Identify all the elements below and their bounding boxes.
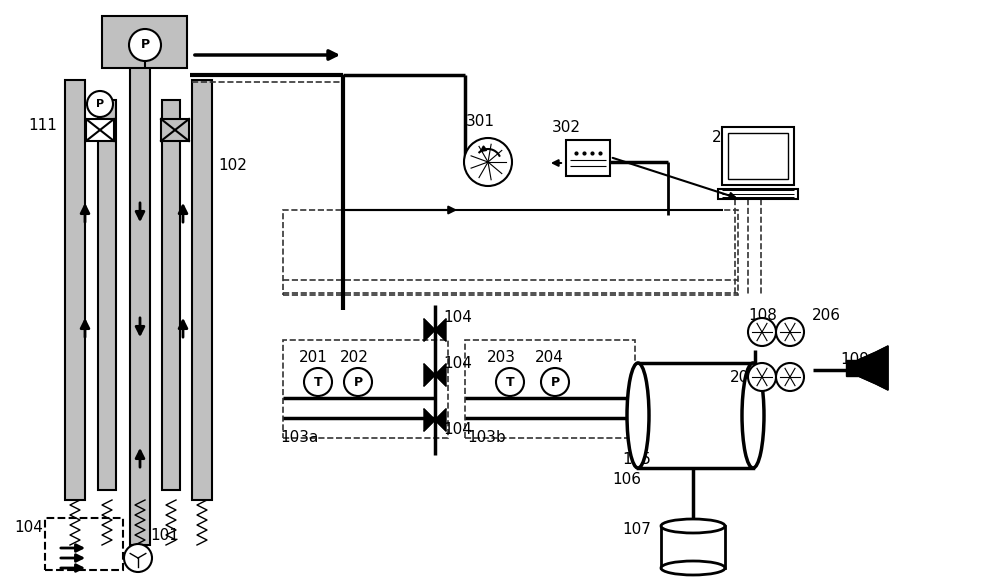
Circle shape [776, 318, 804, 346]
Circle shape [776, 363, 804, 391]
Polygon shape [435, 319, 446, 341]
Circle shape [87, 91, 113, 117]
Text: 107: 107 [622, 522, 651, 538]
Bar [65, 80, 85, 500]
Bar [102, 16, 187, 68]
Text: P: P [550, 375, 560, 388]
Polygon shape [424, 364, 435, 386]
Text: P: P [140, 38, 150, 51]
Text: 108: 108 [748, 308, 777, 324]
Text: 101: 101 [150, 528, 179, 543]
Bar [728, 133, 788, 179]
Text: 202: 202 [340, 350, 369, 366]
Text: 203: 203 [487, 350, 516, 366]
Text: 205: 205 [730, 371, 759, 385]
Text: 105: 105 [622, 452, 651, 468]
Circle shape [304, 368, 332, 396]
Ellipse shape [661, 561, 725, 575]
Polygon shape [424, 319, 435, 341]
Text: 201: 201 [299, 350, 328, 366]
Bar [638, 363, 753, 468]
Text: 206: 206 [812, 308, 841, 324]
Text: P: P [353, 375, 363, 388]
Text: 103b: 103b [467, 430, 506, 444]
Bar [846, 360, 858, 376]
Text: 111: 111 [28, 118, 57, 132]
Bar [161, 119, 189, 141]
Text: 104: 104 [14, 521, 43, 536]
Circle shape [129, 29, 161, 61]
Polygon shape [858, 346, 888, 390]
Text: T: T [506, 375, 514, 388]
Text: 103a: 103a [280, 430, 318, 444]
Text: 110: 110 [130, 43, 159, 58]
Circle shape [748, 363, 776, 391]
Bar [86, 119, 114, 141]
Circle shape [124, 544, 152, 572]
Circle shape [344, 368, 372, 396]
Text: 106: 106 [612, 472, 641, 487]
Bar [162, 100, 180, 490]
Ellipse shape [661, 519, 725, 533]
Ellipse shape [627, 363, 649, 468]
Text: P: P [96, 99, 104, 109]
Text: T: T [314, 375, 322, 388]
Bar [130, 65, 150, 545]
Bar [722, 127, 794, 185]
Bar [465, 340, 635, 438]
Polygon shape [435, 409, 446, 431]
Bar [98, 100, 116, 490]
Polygon shape [424, 409, 435, 431]
Text: 302: 302 [552, 121, 581, 135]
Text: 104: 104 [443, 356, 472, 371]
Bar [566, 140, 610, 176]
Text: 109: 109 [840, 353, 869, 367]
Circle shape [541, 368, 569, 396]
Text: 301: 301 [466, 114, 495, 129]
Bar [283, 210, 738, 295]
Bar [192, 80, 212, 500]
Circle shape [496, 368, 524, 396]
Text: 207: 207 [712, 131, 741, 146]
Text: 104: 104 [443, 423, 472, 437]
Bar [718, 189, 798, 199]
Bar [45, 518, 123, 570]
Bar [661, 526, 725, 568]
Circle shape [748, 318, 776, 346]
Ellipse shape [742, 363, 764, 468]
Text: 102: 102 [218, 157, 247, 173]
Polygon shape [435, 364, 446, 386]
Circle shape [464, 138, 512, 186]
Text: 204: 204 [535, 350, 564, 366]
Bar [283, 340, 448, 438]
Text: 104: 104 [443, 310, 472, 325]
